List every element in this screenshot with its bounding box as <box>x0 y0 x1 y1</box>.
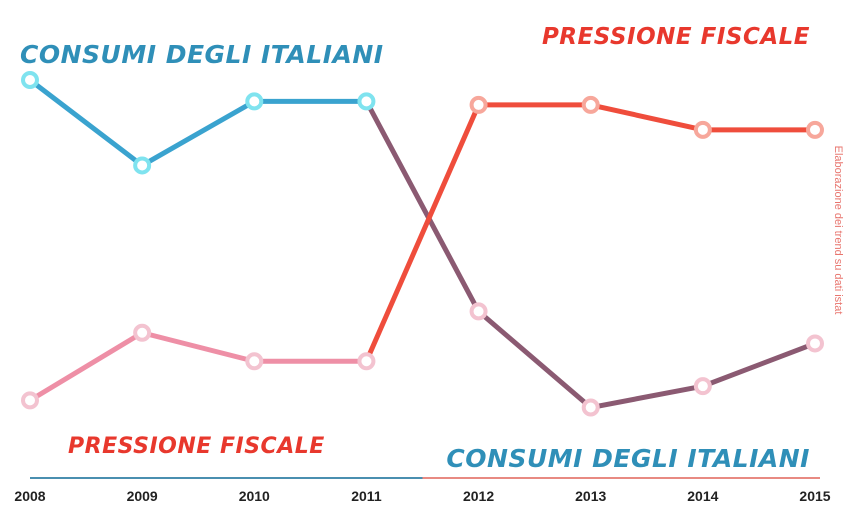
consumi-label-top: CONSUMI DEGLI ITALIANI <box>20 40 384 69</box>
series-1-point <box>581 95 600 114</box>
series-1-point <box>806 120 824 139</box>
series-1-point <box>245 352 264 371</box>
x-tick-label: 2008 <box>14 488 45 504</box>
x-tick-label: 2012 <box>463 488 494 504</box>
x-tick-label: 2013 <box>575 488 606 504</box>
series-1-point <box>469 95 488 114</box>
series-0-point <box>133 156 152 175</box>
series-0-point <box>245 92 264 111</box>
series-0-segment <box>476 308 594 411</box>
series-lines <box>27 77 818 411</box>
series-1-point <box>21 391 39 410</box>
x-tick-label: 2011 <box>351 488 382 504</box>
series-0-point <box>469 302 488 321</box>
series-1-point <box>693 120 712 139</box>
series-0-segment <box>700 340 818 389</box>
pressione-label-bottom: PRESSIONE FISCALE <box>68 434 325 459</box>
series-1-segment <box>363 102 482 364</box>
x-tick-label: 2010 <box>239 488 270 504</box>
series-0-segment <box>139 98 257 168</box>
series-1-point <box>357 352 376 371</box>
series-0-point <box>693 377 712 396</box>
series-1-segment <box>27 330 145 403</box>
series-0-segment <box>27 77 145 168</box>
consumi-label-bottom: CONSUMI DEGLI ITALIANI <box>446 444 810 473</box>
series-1-point <box>133 323 152 342</box>
series-1-segment <box>588 102 706 133</box>
series-0-point <box>357 92 376 111</box>
series-0-point <box>581 398 600 417</box>
series-markers <box>21 71 824 417</box>
x-tick-label: 2014 <box>687 488 718 504</box>
series-1-segment <box>139 330 257 364</box>
series-0-point <box>21 71 39 89</box>
series-0-segment <box>588 383 706 411</box>
x-tick-labels: 2008 2009 2010 2011 2012 2013 2014 2015 <box>14 488 830 504</box>
series-0-point <box>806 334 824 353</box>
source-note: Elaborazione dei trend su dati istat <box>832 145 844 315</box>
pressione-label-top: PRESSIONE FISCALE <box>541 24 810 50</box>
x-tick-label: 2015 <box>799 488 830 504</box>
x-tick-label: 2009 <box>127 488 158 504</box>
series-0-segment <box>363 98 482 314</box>
